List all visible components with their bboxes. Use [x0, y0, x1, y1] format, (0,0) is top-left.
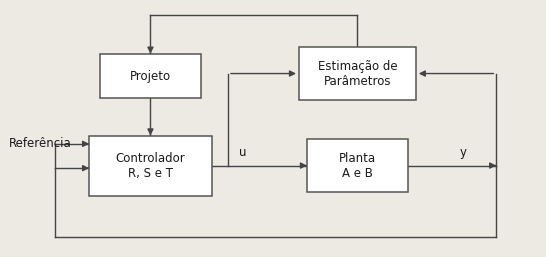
- Text: Controlador
R, S e T: Controlador R, S e T: [116, 152, 185, 180]
- Text: Planta
A e B: Planta A e B: [339, 152, 376, 180]
- Text: Estimação de
Parâmetros: Estimação de Parâmetros: [318, 60, 397, 88]
- FancyBboxPatch shape: [89, 135, 212, 196]
- FancyBboxPatch shape: [299, 47, 416, 100]
- Text: u: u: [239, 146, 247, 159]
- FancyBboxPatch shape: [100, 54, 201, 98]
- Text: y: y: [459, 146, 466, 159]
- Text: Projeto: Projeto: [130, 70, 171, 82]
- Text: Referência: Referência: [9, 137, 72, 150]
- FancyBboxPatch shape: [307, 139, 408, 192]
